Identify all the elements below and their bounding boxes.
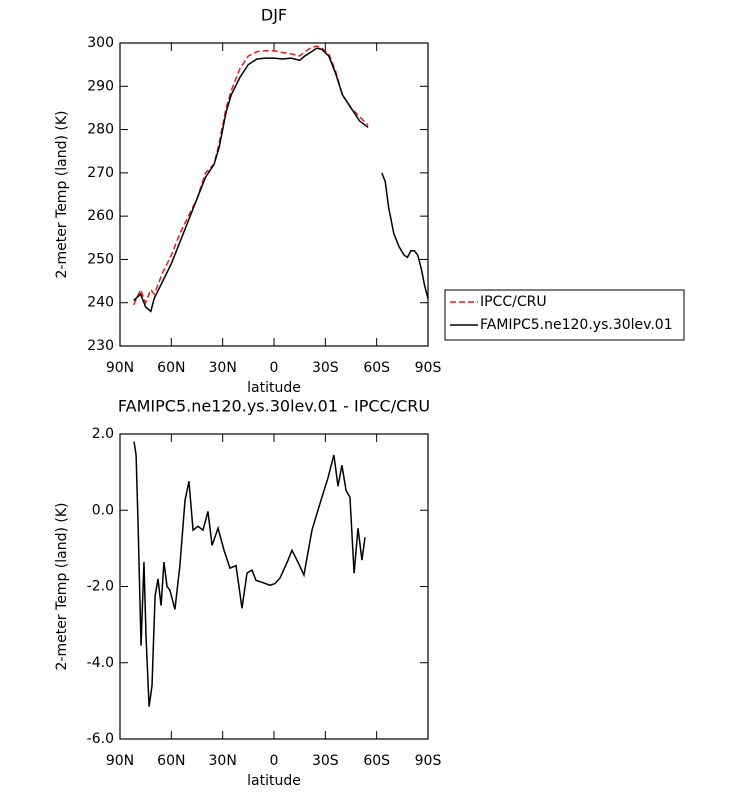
x-axis-label: latitude (247, 380, 301, 396)
x-tick-label: 30S (312, 360, 339, 376)
y-tick-label: 250 (87, 251, 114, 267)
x-axis-label: latitude (247, 773, 301, 789)
plot-frame (119, 433, 429, 740)
x-tick-label: 30N (209, 753, 237, 769)
y-tick-label: 230 (87, 338, 114, 354)
y-axis-label: 2-meter Temp (land) (K) (54, 503, 70, 671)
chart-title: FAMIPC5.ne120.ys.30lev.01 - IPCC/CRU (118, 397, 430, 416)
y-tick-label: 300 (87, 35, 114, 51)
data-line (133, 47, 429, 313)
y-tick-label: 240 (87, 295, 114, 311)
x-tick-label: 30S (312, 753, 339, 769)
y-tick-label: -2.0 (87, 579, 114, 595)
y-tick-label: 270 (87, 165, 114, 181)
chart-title: DJF (261, 6, 287, 25)
x-tick-label: 90N (106, 753, 134, 769)
legend-box (444, 289, 685, 341)
y-tick-label: -4.0 (87, 655, 114, 671)
data-line (133, 441, 366, 707)
x-tick-label: 60N (157, 360, 185, 376)
y-tick-label: 260 (87, 208, 114, 224)
y-tick-label: 280 (87, 122, 114, 138)
x-tick-label: 90N (106, 360, 134, 376)
y-axis-label: 2-meter Temp (land) (K) (54, 111, 70, 279)
y-tick-label: 0.0 (92, 502, 114, 518)
x-tick-label: 60N (157, 753, 185, 769)
x-tick-label: 60S (363, 753, 390, 769)
plot-frame (119, 42, 429, 347)
y-tick-label: 290 (87, 78, 114, 94)
legend-label: IPCC/CRU (480, 294, 547, 310)
x-tick-label: 0 (270, 753, 279, 769)
legend-label: FAMIPC5.ne120.ys.30lev.01 (480, 317, 673, 333)
data-line (133, 45, 369, 306)
x-tick-label: 90S (415, 753, 442, 769)
y-tick-label: -6.0 (87, 731, 114, 747)
x-tick-label: 90S (415, 360, 442, 376)
y-tick-label: 2.0 (92, 426, 114, 442)
x-tick-label: 30N (209, 360, 237, 376)
x-tick-label: 60S (363, 360, 390, 376)
x-tick-label: 0 (270, 360, 279, 376)
